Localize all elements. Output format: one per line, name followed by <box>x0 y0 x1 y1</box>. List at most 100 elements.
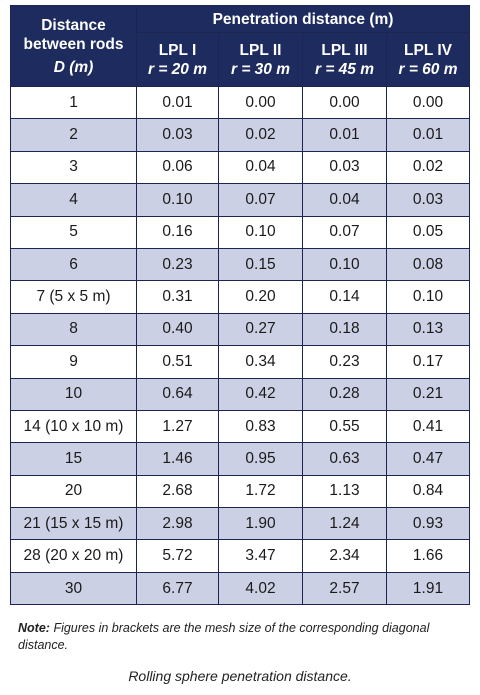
cell-lpl-1: 1.27 <box>136 409 219 444</box>
cell-lpl-4: 0.47 <box>386 442 470 476</box>
table-row: 3 0.06 0.04 0.03 0.02 <box>10 150 470 185</box>
header-lpl-radius: r = 60 m <box>398 60 458 78</box>
cell-lpl-2: 0.83 <box>218 409 303 444</box>
table-caption: Rolling sphere penetration distance. <box>128 668 352 684</box>
cell-lpl-1: 5.72 <box>136 539 219 573</box>
cell-lpl-4: 0.17 <box>386 345 470 379</box>
note-text: Figures in brackets are the mesh size of… <box>18 621 430 652</box>
table-row: 15 1.46 0.95 0.63 0.47 <box>10 442 470 476</box>
cell-distance: 30 <box>10 571 137 606</box>
cell-lpl-2: 0.34 <box>218 345 303 379</box>
cell-lpl-2: 0.04 <box>218 150 303 185</box>
cell-lpl-3: 2.57 <box>302 571 387 606</box>
header-lpl-radius: r = 30 m <box>230 60 291 78</box>
cell-lpl-4: 0.02 <box>386 150 470 185</box>
cell-distance: 15 <box>10 442 137 476</box>
cell-lpl-3: 0.07 <box>302 215 387 249</box>
cell-lpl-2: 0.95 <box>218 442 303 476</box>
table-row: 9 0.51 0.34 0.23 0.17 <box>10 345 470 379</box>
cell-lpl-2: 0.15 <box>218 247 303 282</box>
cell-distance: 14 (10 x 10 m) <box>10 409 137 444</box>
cell-distance: 3 <box>10 150 137 185</box>
cell-lpl-4: 0.08 <box>386 247 470 282</box>
table-row: 7 (5 x 5 m) 0.31 0.20 0.14 0.10 <box>10 280 470 314</box>
cell-lpl-2: 0.02 <box>218 118 303 152</box>
header-distance-line2: between rods <box>23 35 124 53</box>
cell-lpl-4: 0.00 <box>386 85 470 120</box>
cell-lpl-1: 0.51 <box>136 345 219 379</box>
cell-distance: 6 <box>10 247 137 282</box>
cell-lpl-4: 0.84 <box>386 474 470 509</box>
cell-lpl-1: 0.31 <box>136 280 219 314</box>
table-note: Note: Figures in brackets are the mesh s… <box>18 620 468 654</box>
table-row: 6 0.23 0.15 0.10 0.08 <box>10 247 470 282</box>
cell-lpl-4: 0.93 <box>386 507 470 541</box>
cell-lpl-1: 0.10 <box>136 183 219 217</box>
cell-lpl-4: 0.41 <box>386 409 470 444</box>
table-row: 5 0.16 0.10 0.07 0.05 <box>10 215 470 249</box>
header-lpl-4: LPL IV r = 60 m <box>386 32 470 87</box>
header-lpl-name: LPL II <box>239 41 282 59</box>
header-lpl-name: LPL IV <box>404 41 452 59</box>
cell-lpl-1: 0.06 <box>136 150 219 185</box>
cell-lpl-3: 0.14 <box>302 280 387 314</box>
cell-distance: 2 <box>10 118 137 152</box>
table-row: 21 (15 x 15 m) 2.98 1.90 1.24 0.93 <box>10 507 470 541</box>
cell-lpl-1: 0.03 <box>136 118 219 152</box>
header-lpl-radius: r = 20 m <box>147 60 208 78</box>
cell-lpl-3: 0.63 <box>302 442 387 476</box>
header-lpl-name: LPL III <box>321 41 368 59</box>
header-lpl-radius: r = 45 m <box>314 60 375 78</box>
header-distance: Distance between rods D (m) <box>10 5 137 87</box>
cell-lpl-2: 1.72 <box>218 474 303 509</box>
table-row: 2 0.03 0.02 0.01 0.01 <box>10 118 470 152</box>
cell-distance: 20 <box>10 474 137 509</box>
cell-distance: 9 <box>10 345 137 379</box>
cell-lpl-1: 0.01 <box>136 85 219 120</box>
table-row: 20 2.68 1.72 1.13 0.84 <box>10 474 470 509</box>
table-row: 14 (10 x 10 m) 1.27 0.83 0.55 0.41 <box>10 409 470 444</box>
cell-lpl-4: 0.03 <box>386 183 470 217</box>
cell-lpl-1: 0.40 <box>136 312 219 347</box>
cell-lpl-2: 0.42 <box>218 377 303 411</box>
cell-lpl-2: 3.47 <box>218 539 303 573</box>
cell-lpl-2: 0.27 <box>218 312 303 347</box>
cell-distance: 5 <box>10 215 137 249</box>
cell-lpl-3: 0.23 <box>302 345 387 379</box>
cell-distance: 4 <box>10 183 137 217</box>
header-penetration: Penetration distance (m) <box>136 4 470 34</box>
cell-lpl-1: 1.46 <box>136 442 219 476</box>
cell-lpl-2: 0.00 <box>218 85 303 120</box>
cell-distance: 21 (15 x 15 m) <box>10 507 137 541</box>
cell-lpl-2: 1.90 <box>218 507 303 541</box>
header-lpl-name: LPL I <box>158 41 197 59</box>
cell-lpl-3: 1.13 <box>302 474 387 509</box>
cell-lpl-3: 0.04 <box>302 183 387 217</box>
table-row: 30 6.77 4.02 2.57 1.91 <box>10 571 470 606</box>
cell-lpl-3: 0.55 <box>302 409 387 444</box>
cell-lpl-4: 1.91 <box>386 571 470 606</box>
cell-lpl-3: 0.10 <box>302 247 387 282</box>
cell-lpl-4: 0.21 <box>386 377 470 411</box>
header-distance-line1: Distance <box>41 16 106 34</box>
cell-lpl-3: 2.34 <box>302 539 387 573</box>
table-row: 10 0.64 0.42 0.28 0.21 <box>10 377 470 411</box>
cell-lpl-3: 0.28 <box>302 377 387 411</box>
note-label: Note: <box>18 621 50 635</box>
header-lpl-3: LPL III r = 45 m <box>302 32 387 87</box>
cell-lpl-4: 0.13 <box>386 312 470 347</box>
cell-distance: 8 <box>10 312 137 347</box>
penetration-distance-table: Distance between rods D (m) Penetration … <box>10 4 470 606</box>
cell-lpl-1: 2.98 <box>136 507 219 541</box>
table-row: 28 (20 x 20 m) 5.72 3.47 2.34 1.66 <box>10 539 470 573</box>
header-distance-unit: D (m) <box>53 58 94 76</box>
cell-distance: 28 (20 x 20 m) <box>10 539 137 573</box>
cell-lpl-2: 0.10 <box>218 215 303 249</box>
cell-lpl-3: 0.18 <box>302 312 387 347</box>
cell-lpl-4: 1.66 <box>386 539 470 573</box>
cell-lpl-3: 1.24 <box>302 507 387 541</box>
table-row: 8 0.40 0.27 0.18 0.13 <box>10 312 470 347</box>
cell-lpl-4: 0.05 <box>386 215 470 249</box>
